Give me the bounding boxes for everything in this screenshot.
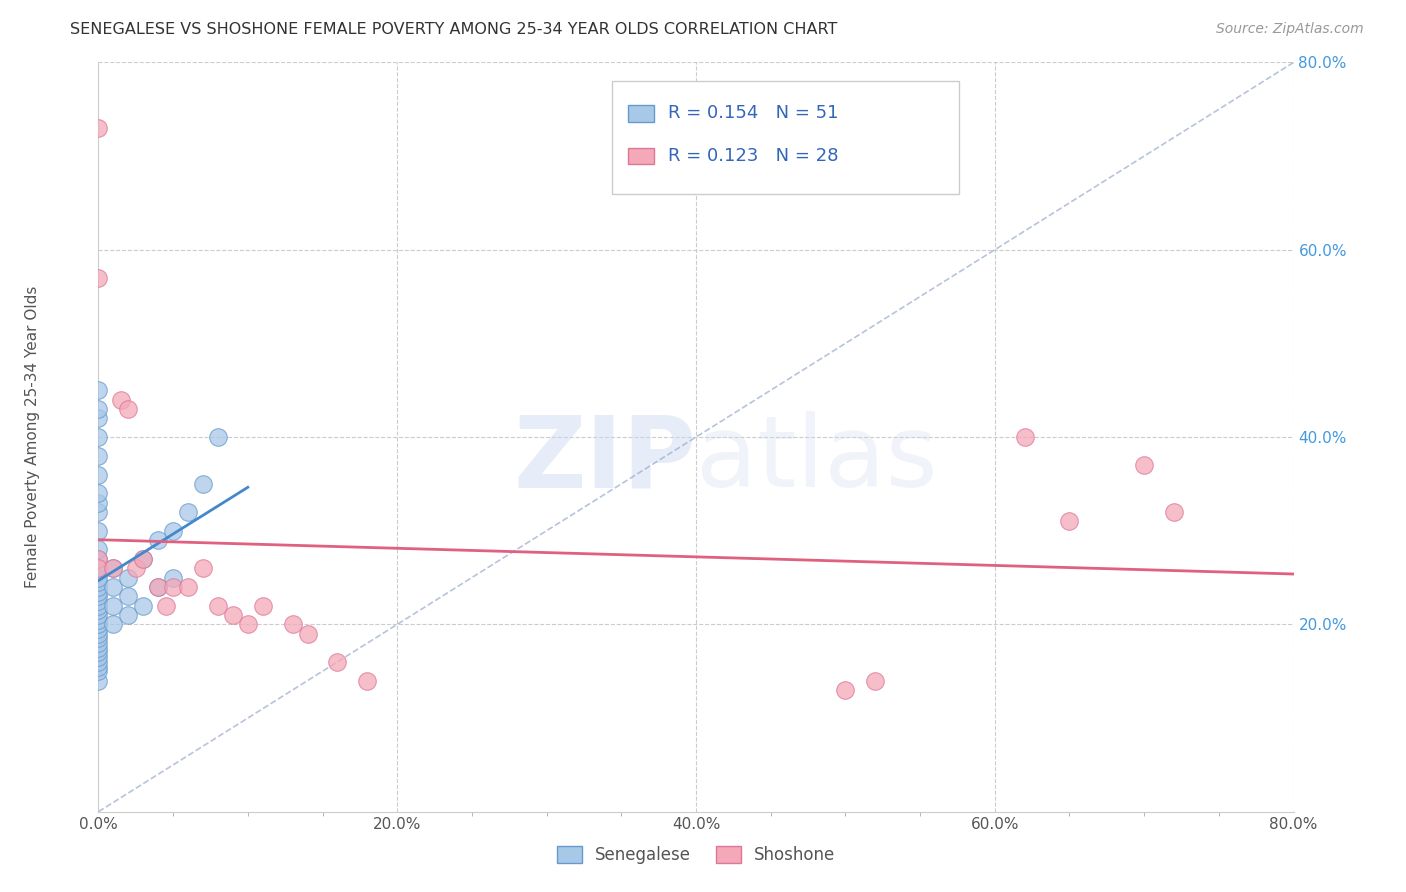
Point xyxy=(87,617,110,632)
Point xyxy=(326,655,349,669)
Point xyxy=(177,505,200,519)
Point xyxy=(87,655,110,669)
Point xyxy=(87,664,110,679)
Point xyxy=(103,617,125,632)
Point xyxy=(132,551,155,566)
Point xyxy=(297,626,319,640)
FancyBboxPatch shape xyxy=(613,81,959,194)
Point xyxy=(110,392,132,407)
Point xyxy=(87,636,110,650)
Point xyxy=(87,449,110,463)
Text: Source: ZipAtlas.com: Source: ZipAtlas.com xyxy=(1216,22,1364,37)
Point xyxy=(1133,458,1156,473)
Point xyxy=(191,476,214,491)
Point xyxy=(1059,514,1081,528)
Point xyxy=(207,430,229,444)
Point xyxy=(87,580,110,594)
Point xyxy=(87,467,110,482)
Point xyxy=(162,580,184,594)
Point xyxy=(87,551,110,566)
FancyBboxPatch shape xyxy=(628,148,654,164)
Point xyxy=(87,575,110,590)
Point xyxy=(103,561,125,575)
Point xyxy=(87,561,110,575)
Point xyxy=(87,505,110,519)
Point xyxy=(207,599,229,613)
Point xyxy=(103,580,125,594)
Text: atlas: atlas xyxy=(696,411,938,508)
Point xyxy=(87,524,110,538)
Point xyxy=(87,561,110,575)
Point xyxy=(834,683,856,698)
Point xyxy=(1163,505,1185,519)
Point xyxy=(87,496,110,510)
Point xyxy=(87,384,110,398)
Point xyxy=(87,603,110,617)
Text: SENEGALESE VS SHOSHONE FEMALE POVERTY AMONG 25-34 YEAR OLDS CORRELATION CHART: SENEGALESE VS SHOSHONE FEMALE POVERTY AM… xyxy=(70,22,838,37)
Point xyxy=(87,542,110,557)
Point xyxy=(162,571,184,585)
Point xyxy=(132,551,155,566)
Point xyxy=(162,524,184,538)
Point xyxy=(117,590,139,604)
Legend: Senegalese, Shoshone: Senegalese, Shoshone xyxy=(550,839,842,871)
Point xyxy=(87,599,110,613)
Point xyxy=(281,617,304,632)
Point xyxy=(148,580,170,594)
Point xyxy=(87,571,110,585)
Point xyxy=(252,599,274,613)
Point xyxy=(132,599,155,613)
Point xyxy=(117,401,139,416)
Point xyxy=(177,580,200,594)
Point xyxy=(125,561,148,575)
Point xyxy=(87,632,110,646)
Point xyxy=(1014,430,1036,444)
Text: ZIP: ZIP xyxy=(513,411,696,508)
Point xyxy=(87,551,110,566)
Point xyxy=(103,599,125,613)
Point xyxy=(87,622,110,636)
Point xyxy=(148,533,170,547)
Point xyxy=(87,608,110,623)
Point xyxy=(356,673,378,688)
Point xyxy=(87,659,110,673)
Text: Female Poverty Among 25-34 Year Olds: Female Poverty Among 25-34 Year Olds xyxy=(25,286,41,588)
Point xyxy=(87,613,110,627)
Point xyxy=(87,594,110,608)
Point xyxy=(87,486,110,500)
Point xyxy=(87,646,110,660)
Point xyxy=(865,673,887,688)
FancyBboxPatch shape xyxy=(628,105,654,121)
Point xyxy=(87,640,110,655)
Point xyxy=(87,401,110,416)
Point xyxy=(236,617,259,632)
Text: R = 0.123   N = 28: R = 0.123 N = 28 xyxy=(668,147,839,165)
Point xyxy=(222,608,245,623)
Point xyxy=(117,571,139,585)
Point xyxy=(87,626,110,640)
Point xyxy=(87,271,110,285)
Point xyxy=(117,608,139,623)
Point xyxy=(87,650,110,665)
Point xyxy=(148,580,170,594)
Point xyxy=(87,584,110,599)
Point xyxy=(87,673,110,688)
Point xyxy=(87,411,110,425)
Point xyxy=(191,561,214,575)
Point xyxy=(87,590,110,604)
Point xyxy=(103,561,125,575)
Point xyxy=(155,599,177,613)
Point xyxy=(87,430,110,444)
Point xyxy=(87,120,110,135)
Text: R = 0.154   N = 51: R = 0.154 N = 51 xyxy=(668,104,839,122)
